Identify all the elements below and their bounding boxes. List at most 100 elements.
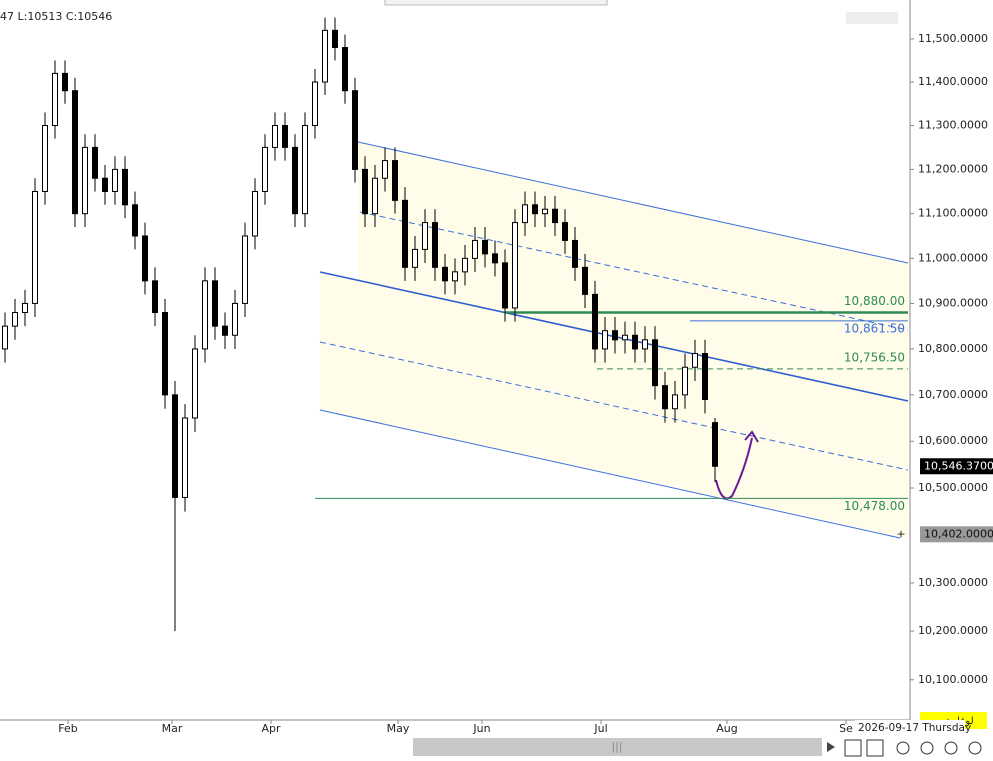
level-label: 10,880.00 — [844, 294, 905, 308]
price-tag-label: 10,402.0000 — [924, 527, 993, 540]
candle-body — [302, 125, 308, 215]
candle-body — [12, 312, 18, 327]
candle-body — [132, 204, 138, 237]
tool-icon[interactable] — [920, 741, 934, 755]
scroll-arrow[interactable] — [827, 742, 835, 752]
candle-body — [702, 353, 708, 400]
candle-body — [32, 190, 38, 304]
candle-body — [412, 248, 418, 268]
candle-body — [562, 222, 568, 241]
candle-body — [142, 235, 148, 282]
level-label: 10,756.50 — [844, 350, 905, 364]
candle-body — [262, 146, 268, 192]
y-tick-label: 10,800.0000 — [918, 342, 988, 355]
candle-body — [212, 280, 218, 327]
candle-body — [322, 29, 328, 83]
candle-body — [72, 90, 78, 215]
candle-body — [22, 302, 28, 314]
candle-body — [612, 330, 618, 341]
candle-body — [232, 302, 238, 336]
candle-body — [122, 168, 128, 206]
candle-body — [292, 146, 298, 215]
candle-body — [282, 125, 288, 148]
channel-line — [319, 409, 901, 539]
candle-body — [582, 266, 588, 295]
candle-body — [332, 29, 338, 49]
candle-body — [172, 394, 178, 498]
tool-icon[interactable] — [866, 739, 884, 757]
candle-body — [492, 253, 498, 264]
channel-line — [357, 141, 909, 264]
scroll-grip: ||| — [611, 740, 622, 753]
hand-drawn-arrow — [715, 430, 759, 500]
candle-body — [512, 222, 518, 309]
level-label: 10,478.00 — [844, 499, 905, 513]
channel-mid — [319, 341, 909, 471]
candle-body — [192, 348, 198, 419]
candle-body — [642, 339, 648, 350]
candle-body — [452, 271, 458, 282]
candle-body — [632, 334, 638, 350]
y-tick-label: 11,400.0000 — [918, 75, 988, 88]
x-tick-label: Apr — [261, 722, 281, 735]
candle-body — [422, 222, 428, 250]
y-tick-label: 10,700.0000 — [918, 388, 988, 401]
x-tick-label: Jun — [472, 722, 490, 735]
candle-body — [652, 339, 658, 387]
tool-icon[interactable] — [896, 741, 910, 755]
crosshair-plus: + — [896, 527, 905, 540]
candle-body — [482, 239, 488, 255]
candle-body — [552, 208, 558, 224]
candle-body — [712, 422, 718, 467]
candle-body — [522, 204, 528, 224]
price-tag — [920, 458, 993, 475]
candle-body — [392, 160, 398, 201]
candle-body — [92, 146, 98, 179]
y-tick-label: 10,100.0000 — [918, 673, 988, 686]
y-tick-label: 10,200.0000 — [918, 624, 988, 637]
x-tick-label: Jul — [593, 722, 607, 735]
candle-body — [372, 177, 378, 215]
y-tick-label: 10,300.0000 — [918, 576, 988, 589]
candle-body — [272, 125, 278, 148]
level-label: 10,861.50 — [844, 321, 905, 335]
tool-icon[interactable] — [968, 741, 982, 755]
candle-body — [502, 262, 508, 309]
candle-body — [682, 366, 688, 396]
tool-icon[interactable] — [844, 739, 862, 757]
candle-body — [62, 72, 68, 92]
candle-body — [352, 90, 358, 170]
candle-body — [402, 199, 408, 268]
candle-body — [152, 280, 158, 314]
toolbar[interactable] — [384, 0, 608, 6]
candle-body — [602, 330, 608, 350]
candle-body — [462, 257, 468, 273]
candle-body — [222, 325, 228, 336]
price-tag — [920, 526, 993, 543]
x-tick-label: Feb — [58, 722, 77, 735]
candle-body — [162, 312, 168, 396]
x-tick-label: May — [387, 722, 410, 735]
candle-body — [252, 190, 258, 237]
x-tick-label: Se — [839, 722, 853, 735]
tool-icon[interactable] — [944, 741, 958, 755]
y-tick-label: 10,600.0000 — [918, 434, 988, 447]
y-tick-label: 10,500.0000 — [918, 481, 988, 494]
candle-body — [242, 235, 248, 304]
candle-body — [622, 334, 628, 341]
scrollbar[interactable] — [413, 738, 822, 756]
candle-body — [112, 168, 118, 192]
candle-body — [542, 208, 548, 215]
ohlc-header: 47 L:10513 C:10546 — [0, 10, 112, 23]
candle-body — [82, 146, 88, 215]
candle-body — [592, 293, 598, 350]
window-controls[interactable] — [846, 12, 898, 24]
candle-body — [382, 160, 388, 179]
channel-mid — [359, 211, 909, 331]
y-tick-label: 11,300.0000 — [918, 119, 988, 132]
x-tick-label: Aug — [716, 722, 737, 735]
candle-body — [662, 385, 668, 410]
candle-body — [2, 325, 8, 350]
candle-body — [672, 394, 678, 410]
crosshair-date: 2026-09-17 Thursday — [858, 722, 971, 734]
